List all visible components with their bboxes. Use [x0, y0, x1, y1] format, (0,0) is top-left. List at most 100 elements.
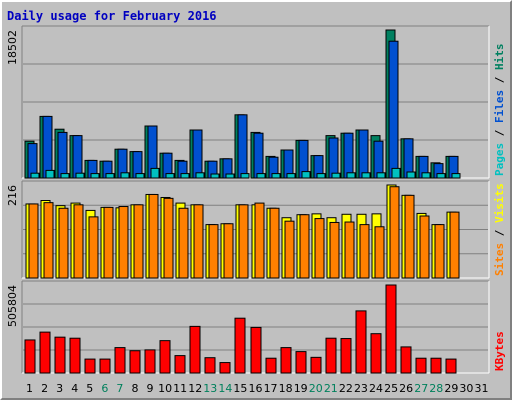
day-label-31: 31: [474, 382, 488, 395]
bar-kbytes-11: [174, 355, 186, 374]
bar-pages-10: [165, 173, 175, 179]
panel-legend: Pages / Files / Hits: [493, 44, 506, 177]
panel-max-label: 216: [6, 185, 19, 206]
bar-kbytes-10: [159, 340, 171, 374]
day-label-4: 4: [71, 382, 78, 395]
series-sites: [28, 186, 460, 279]
bar-pages-23: [361, 172, 371, 179]
series-files: [27, 40, 459, 179]
bar-pages-4: [75, 172, 85, 179]
bar-files-23: [358, 129, 369, 179]
day-label-21: 21: [324, 382, 338, 395]
bar-files-4: [72, 135, 83, 179]
bar-files-16: [253, 132, 264, 179]
legend-pages: Pages: [493, 143, 506, 176]
series-pages: [30, 167, 461, 179]
panel-hits-files-pages: 18502 Pages / Files / Hits: [6, 25, 506, 179]
bar-pages-29: [451, 173, 461, 179]
day-label-11: 11: [173, 382, 187, 395]
bar-kbytes-28: [430, 357, 442, 374]
day-label-25: 25: [384, 382, 398, 395]
legend-separator: /: [493, 123, 506, 143]
day-label-27: 27: [414, 382, 428, 395]
bar-sites-26: [404, 194, 415, 279]
bar-sites-19: [299, 214, 310, 279]
bar-sites-9: [148, 193, 159, 279]
bar-kbytes-5: [84, 358, 96, 374]
bar-sites-17: [269, 207, 280, 279]
series-kbytes: [24, 284, 457, 374]
bar-kbytes-12: [189, 325, 201, 374]
bar-kbytes-23: [355, 310, 367, 374]
bar-files-12: [192, 129, 203, 179]
bar-pages-3: [60, 173, 70, 179]
bar-files-22: [343, 132, 354, 179]
bar-sites-8: [133, 204, 144, 279]
bar-sites-25: [389, 186, 400, 279]
bar-pages-17: [271, 173, 281, 179]
bar-sites-27: [419, 215, 430, 279]
day-label-22: 22: [339, 382, 353, 395]
bar-kbytes-2: [39, 331, 51, 374]
bar-pages-14: [225, 173, 235, 179]
bar-pages-6: [105, 173, 115, 179]
bar-pages-28: [436, 173, 446, 179]
chart-panels: 18502 Pages / Files / Hits 216 Sites / Visi…: [6, 25, 506, 374]
day-label-8: 8: [131, 382, 138, 395]
bar-files-2: [42, 115, 53, 179]
bar-kbytes-21: [325, 337, 337, 374]
bar-sites-1: [28, 203, 39, 279]
day-label-1: 1: [26, 382, 33, 395]
bar-kbytes-7: [114, 347, 126, 374]
panel-max-label: 18502: [6, 30, 19, 65]
day-label-23: 23: [354, 382, 368, 395]
bar-kbytes-25: [385, 284, 397, 374]
bar-pages-1: [30, 172, 40, 179]
day-label-28: 28: [429, 382, 443, 395]
bar-kbytes-8: [129, 350, 141, 374]
bar-sites-6: [103, 206, 114, 279]
bar-pages-19: [301, 171, 311, 179]
day-label-2: 2: [41, 382, 48, 395]
bar-kbytes-18: [280, 347, 292, 374]
bar-sites-23: [359, 224, 370, 279]
legend-visits: Visits: [493, 183, 506, 223]
bar-kbytes-20: [310, 356, 322, 374]
bar-sites-15: [238, 204, 249, 279]
bar-kbytes-1: [24, 339, 36, 374]
bar-pages-16: [256, 173, 266, 179]
bar-kbytes-29: [445, 358, 457, 374]
bar-sites-3: [58, 207, 69, 279]
legend-sites: Sites: [493, 243, 506, 276]
bar-pages-25: [391, 167, 401, 179]
day-label-6: 6: [101, 382, 108, 395]
bar-sites-20: [314, 218, 325, 279]
day-label-9: 9: [147, 382, 154, 395]
legend-files: Files: [493, 90, 506, 123]
day-label-29: 29: [444, 382, 458, 395]
day-label-15: 15: [233, 382, 247, 395]
day-label-14: 14: [218, 382, 232, 395]
bar-kbytes-14: [219, 362, 231, 374]
bar-files-15: [237, 114, 248, 179]
bar-files-21: [328, 137, 339, 179]
bar-pages-13: [210, 173, 220, 179]
day-label-24: 24: [369, 382, 383, 395]
bar-kbytes-26: [400, 346, 412, 374]
day-label-20: 20: [309, 382, 323, 395]
bar-pages-24: [376, 172, 386, 179]
legend-separator: /: [493, 70, 506, 90]
legend-separator: /: [493, 223, 506, 243]
bar-pages-27: [421, 172, 431, 179]
day-label-17: 17: [264, 382, 278, 395]
bar-pages-21: [331, 172, 341, 179]
bar-kbytes-15: [234, 317, 246, 374]
bar-kbytes-6: [99, 358, 111, 374]
bar-pages-2: [45, 169, 55, 179]
panel-visits-sites: 216 Sites / Visits: [6, 180, 506, 279]
bar-pages-26: [406, 171, 416, 179]
day-label-12: 12: [188, 382, 202, 395]
day-label-18: 18: [279, 382, 293, 395]
bar-sites-29: [449, 211, 460, 279]
